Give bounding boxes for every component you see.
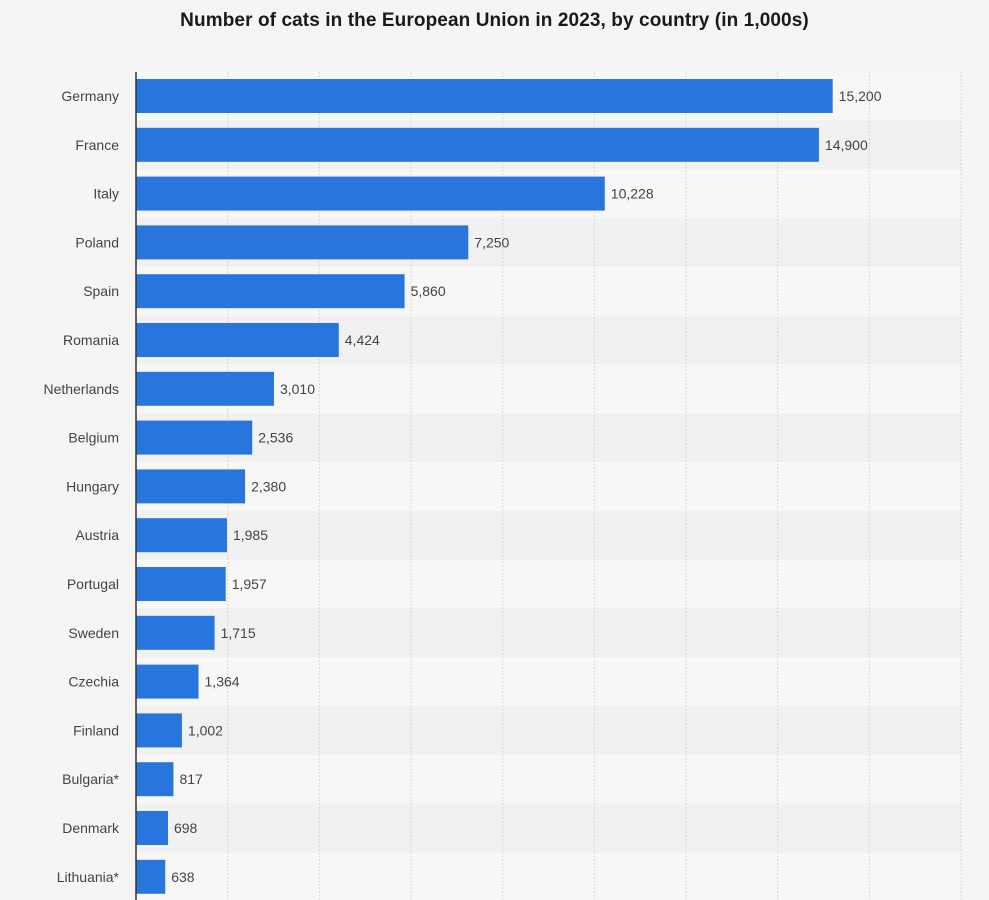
category-label: Germany (61, 88, 119, 104)
value-label: 698 (174, 820, 198, 836)
value-label: 1,364 (205, 674, 240, 690)
category-label: Finland (73, 722, 119, 738)
category-label: Romania (63, 332, 119, 348)
category-label: France (75, 137, 119, 153)
value-label: 5,860 (411, 283, 446, 299)
bar (136, 371, 274, 406)
bar (136, 518, 227, 553)
bar (136, 469, 246, 504)
bar (136, 859, 166, 894)
chart-title: Number of cats in the European Union in … (180, 10, 809, 31)
row-band (136, 510, 961, 560)
category-label: Sweden (68, 625, 119, 641)
category-label: Bulgaria* (62, 771, 119, 787)
category-label: Poland (75, 234, 119, 250)
row-band (136, 462, 961, 511)
value-label: 1,957 (232, 576, 267, 592)
row-band (136, 608, 961, 658)
value-label: 10,228 (611, 186, 654, 202)
value-label: 638 (171, 869, 195, 885)
row-band (136, 852, 961, 900)
row-band (136, 413, 961, 462)
category-label: Italy (93, 186, 119, 202)
value-label: 2,380 (251, 478, 286, 494)
category-label: Belgium (68, 430, 119, 446)
bar (136, 811, 168, 845)
category-label: Portugal (67, 576, 119, 592)
category-label: Spain (83, 283, 119, 299)
category-label: Austria (75, 527, 119, 543)
value-label: 3,010 (280, 381, 315, 397)
value-label: 1,002 (188, 722, 223, 738)
value-label: 14,900 (825, 137, 868, 153)
bar (136, 615, 215, 650)
value-label: 7,250 (474, 234, 509, 250)
category-label: Czechia (68, 674, 119, 690)
value-label: 1,985 (233, 527, 268, 543)
value-label: 4,424 (345, 332, 380, 348)
bar (136, 713, 182, 748)
bar (136, 225, 469, 260)
bar (136, 79, 833, 113)
category-label: Denmark (62, 820, 120, 836)
bar (136, 274, 405, 309)
category-label: Lithuania* (57, 869, 120, 885)
bar (136, 762, 174, 797)
bar (136, 127, 819, 162)
row-band (136, 706, 961, 755)
value-label: 15,200 (839, 88, 882, 104)
value-label: 2,536 (258, 430, 293, 446)
bar (136, 176, 605, 211)
bar (136, 420, 253, 455)
bar (136, 567, 226, 601)
bar (136, 664, 199, 699)
category-label: Hungary (66, 478, 119, 494)
value-label: 1,715 (221, 625, 256, 641)
row-band (136, 754, 961, 804)
row-band (136, 803, 961, 853)
category-label: Netherlands (44, 381, 120, 397)
bar (136, 323, 339, 357)
row-band (136, 657, 961, 706)
row-band (136, 559, 961, 609)
value-label: 817 (179, 771, 203, 787)
